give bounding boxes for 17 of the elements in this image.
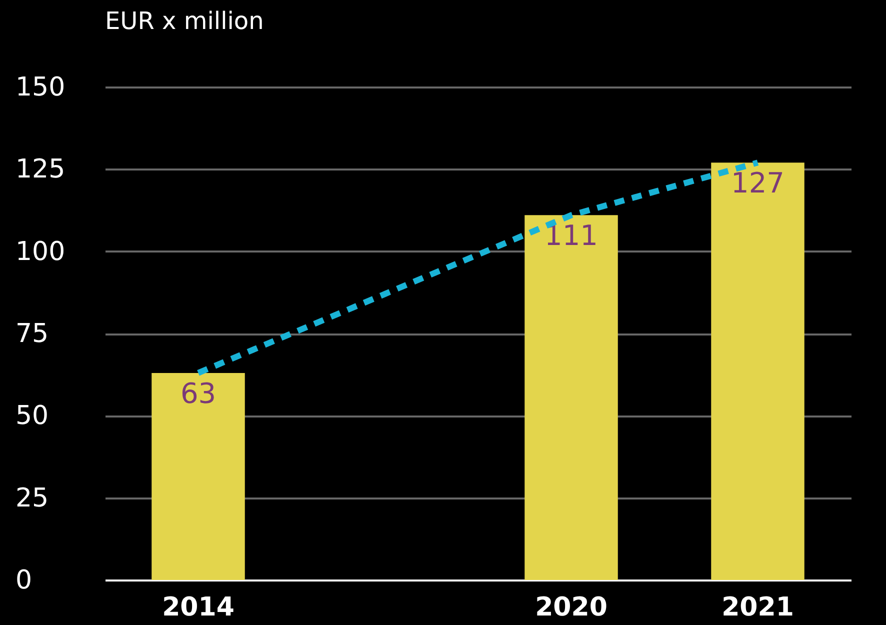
y-tick-label: 25 (16, 483, 49, 514)
bar (524, 215, 618, 580)
y-tick-label: 50 (16, 401, 49, 432)
bar (711, 162, 804, 580)
data-label: 63 (180, 376, 216, 410)
data-label: 127 (731, 166, 784, 200)
y-tick-label: 100 (16, 236, 66, 267)
y-tick-label: 150 (16, 72, 66, 102)
y-axis-title: EUR x million (105, 7, 264, 35)
data-label: 111 (544, 219, 598, 252)
y-tick-label: 75 (16, 319, 49, 349)
x-tick-label: 2014 (162, 592, 234, 622)
x-tick-label: 2020 (535, 592, 608, 622)
bar (152, 372, 245, 580)
x-tick-label: 2021 (722, 592, 794, 622)
y-tick-label: 125 (16, 154, 66, 185)
y-tick-label: 0 (16, 566, 32, 596)
